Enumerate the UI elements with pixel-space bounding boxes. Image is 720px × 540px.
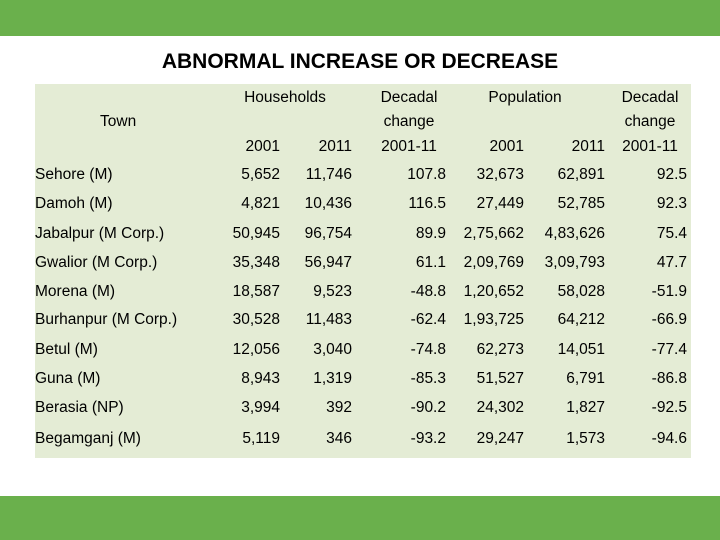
cell-hh-2011: 11,483 — [305, 311, 352, 328]
header-population: Population — [488, 89, 562, 106]
header-pop-decadal-3: 2001-11 — [622, 138, 678, 155]
cell-pop-2001: 32,673 — [476, 166, 524, 183]
cell-hh-2001: 50,945 — [232, 225, 280, 242]
header-pop-decadal-1: Decadal — [621, 89, 679, 106]
bottom-accent-bar — [0, 496, 720, 540]
cell-pop-2001: 62,273 — [476, 341, 524, 358]
header-hh-decadal-1: Decadal — [380, 89, 438, 106]
header-pop-2011: 2011 — [571, 138, 605, 155]
cell-town: Guna (M) — [35, 370, 101, 387]
cell-pop-decadal: 75.4 — [656, 225, 687, 242]
cell-hh-2011: 346 — [326, 430, 352, 447]
cell-pop-decadal: 92.5 — [656, 166, 687, 183]
cell-town: Begamganj (M) — [35, 430, 141, 447]
header-hh-decadal-3: 2001-11 — [381, 138, 437, 155]
cell-hh-decadal: -90.2 — [410, 399, 446, 416]
cell-hh-decadal: 89.9 — [415, 225, 446, 242]
cell-hh-2011: 11,746 — [305, 166, 352, 183]
cell-pop-2001: 27,449 — [476, 195, 524, 212]
cell-town: Sehore (M) — [35, 166, 113, 183]
cell-pop-2001: 24,302 — [476, 399, 524, 416]
cell-pop-2011: 4,83,626 — [544, 225, 605, 242]
cell-pop-decadal: 47.7 — [656, 254, 687, 271]
page-title: ABNORMAL INCREASE OR DECREASE — [161, 50, 559, 73]
cell-pop-2011: 58,028 — [557, 283, 605, 300]
cell-hh-decadal: -93.2 — [410, 430, 446, 447]
cell-pop-decadal: -86.8 — [651, 370, 687, 387]
cell-hh-2011: 1,319 — [313, 370, 352, 387]
cell-hh-2001: 12,056 — [232, 341, 280, 358]
cell-pop-2011: 14,051 — [557, 341, 605, 358]
cell-hh-decadal: -85.3 — [410, 370, 446, 387]
cell-pop-2011: 62,891 — [557, 166, 605, 183]
cell-pop-2011: 64,212 — [557, 311, 605, 328]
cell-town: Damoh (M) — [35, 195, 113, 212]
cell-hh-2001: 35,348 — [232, 254, 280, 271]
cell-pop-2001: 2,75,662 — [463, 225, 524, 242]
header-hh-2011: 2011 — [318, 138, 352, 155]
cell-pop-decadal: -51.9 — [651, 283, 687, 300]
cell-pop-2011: 52,785 — [557, 195, 605, 212]
cell-town: Jabalpur (M Corp.) — [35, 225, 165, 242]
cell-hh-2001: 5,652 — [241, 166, 280, 183]
cell-town: Morena (M) — [35, 283, 116, 300]
cell-pop-2011: 1,827 — [566, 399, 605, 416]
data-table: Town Households 2001 2011 Decadal change… — [35, 84, 691, 458]
cell-pop-2001: 51,527 — [476, 370, 524, 387]
cell-pop-2001: 29,247 — [476, 430, 524, 447]
cell-hh-decadal: 61.1 — [415, 254, 446, 271]
cell-town: Gwalior (M Corp.) — [35, 254, 158, 271]
cell-hh-decadal: -48.8 — [410, 283, 446, 300]
top-accent-bar — [0, 0, 720, 36]
cell-pop-2001: 2,09,769 — [463, 254, 524, 271]
header-households: Households — [244, 89, 326, 106]
cell-hh-2001: 3,994 — [241, 399, 280, 416]
cell-town: Betul (M) — [35, 341, 98, 358]
cell-pop-2001: 1,93,725 — [463, 311, 524, 328]
cell-hh-2011: 10,436 — [304, 195, 352, 212]
cell-town: Berasia (NP) — [35, 399, 124, 416]
cell-hh-2001: 18,587 — [232, 283, 280, 300]
cell-pop-decadal: -77.4 — [651, 341, 687, 358]
cell-pop-decadal: -94.6 — [651, 430, 687, 447]
header-hh-2001: 2001 — [245, 138, 280, 155]
cell-hh-decadal: 116.5 — [408, 195, 446, 212]
cell-hh-2011: 56,947 — [304, 254, 352, 271]
cell-pop-2001: 1,20,652 — [463, 283, 524, 300]
cell-town: Burhanpur (M Corp.) — [35, 311, 178, 328]
cell-hh-2011: 3,040 — [313, 341, 352, 358]
cell-hh-decadal: 107.8 — [407, 166, 446, 183]
cell-hh-decadal: -62.4 — [410, 311, 446, 328]
cell-pop-decadal: -66.9 — [651, 311, 687, 328]
cell-pop-2011: 1,573 — [566, 430, 605, 447]
cell-pop-decadal: -92.5 — [651, 399, 687, 416]
cell-hh-2001: 5,119 — [242, 430, 280, 447]
header-hh-decadal-2: change — [383, 113, 435, 130]
cell-hh-2001: 8,943 — [241, 370, 280, 387]
cell-hh-2011: 9,523 — [313, 283, 352, 300]
header-town: Town — [100, 113, 137, 130]
header-pop-2001: 2001 — [489, 138, 524, 155]
cell-pop-2011: 6,791 — [566, 370, 605, 387]
header-pop-decadal-2: change — [624, 113, 676, 130]
cell-hh-2001: 30,528 — [232, 311, 280, 328]
cell-hh-decadal: -74.8 — [410, 341, 446, 358]
cell-hh-2011: 392 — [326, 399, 352, 416]
cell-hh-2011: 96,754 — [304, 225, 352, 242]
cell-pop-decadal: 92.3 — [656, 195, 687, 212]
cell-hh-2001: 4,821 — [241, 195, 280, 212]
cell-pop-2011: 3,09,793 — [544, 254, 605, 271]
